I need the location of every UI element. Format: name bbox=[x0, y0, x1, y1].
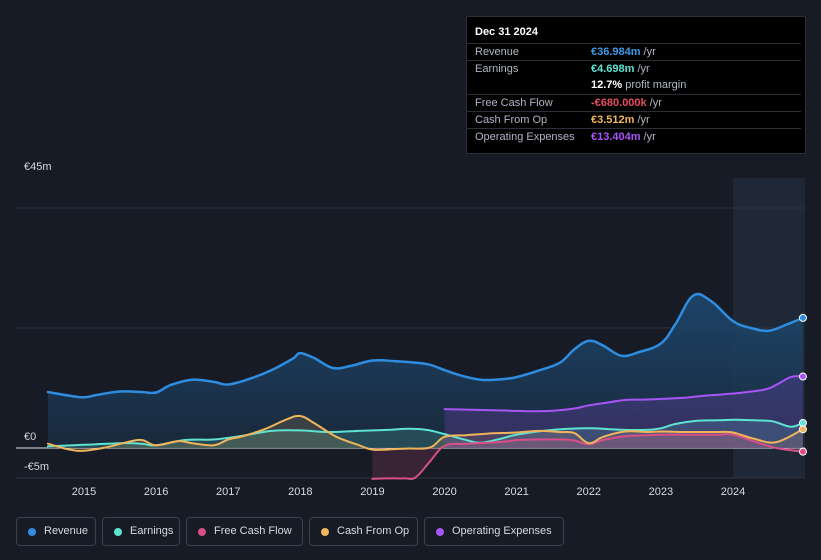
tooltip-value-unit: profit margin bbox=[625, 79, 687, 91]
x-axis-tick-label: 2015 bbox=[72, 486, 96, 498]
legend-label: Earnings bbox=[130, 525, 174, 537]
legend-earnings[interactable]: Earnings bbox=[102, 517, 180, 546]
legend-operating-expenses[interactable]: Operating Expenses bbox=[424, 517, 564, 546]
x-axis-tick-label: 2020 bbox=[432, 486, 456, 498]
cash-from-op-area bbox=[47, 415, 803, 451]
operating-expenses-endpoint bbox=[798, 372, 807, 381]
tooltip-value-text: €3.512m bbox=[591, 114, 635, 126]
legend-dot-icon bbox=[321, 528, 329, 536]
y-axis-label: €0 bbox=[24, 431, 36, 443]
free-cash-flow-endpoint bbox=[798, 447, 807, 456]
tooltip-row-label: Cash From Op bbox=[475, 114, 548, 126]
legend-label: Revenue bbox=[44, 525, 89, 537]
tooltip-row-value: -€680.000k/yr bbox=[591, 97, 662, 109]
x-axis-tick-label: 2016 bbox=[144, 486, 168, 498]
operating-expenses-line bbox=[443, 375, 804, 413]
tooltip-row-value: €36.984m/yr bbox=[591, 46, 656, 58]
tooltip: Dec 31 2024 Revenue €36.984m/yr Earnings €4… bbox=[466, 16, 806, 154]
legend-dot-icon bbox=[28, 528, 36, 536]
y-axis-label: -€5m bbox=[24, 461, 49, 473]
tooltip-value-unit: /yr bbox=[637, 114, 650, 126]
legend-label: Free Cash Flow bbox=[214, 525, 292, 537]
tooltip-row: 12.7% profit margin bbox=[467, 77, 801, 94]
legend-cash-from-op[interactable]: Cash From Op bbox=[309, 517, 418, 546]
x-axis-tick-label: 2023 bbox=[649, 486, 673, 498]
tooltip-value-text: 12.7% bbox=[591, 79, 623, 91]
tooltip-row-label: Revenue bbox=[475, 46, 520, 58]
earnings-line bbox=[46, 418, 804, 448]
tooltip-row-value: €4.698m/yr bbox=[591, 63, 650, 75]
free-cash-flow-line bbox=[371, 433, 804, 480]
tooltip-row-value: €13.404m/yr bbox=[591, 131, 656, 143]
tooltip-row: Earnings €4.698m/yr bbox=[467, 60, 801, 77]
tooltip-value-text: -€680.000k bbox=[591, 97, 647, 109]
tooltip-row-value: €3.512m/yr bbox=[591, 114, 650, 126]
legend-free-cash-flow[interactable]: Free Cash Flow bbox=[186, 517, 303, 546]
free-cash-flow-area bbox=[372, 434, 803, 479]
tooltip-value-unit: /yr bbox=[637, 63, 650, 75]
cash-from-op-line bbox=[46, 414, 804, 452]
y-axis-label: €45m bbox=[24, 161, 52, 173]
x-axis-tick-label: 2017 bbox=[216, 486, 240, 498]
revenue-line bbox=[46, 292, 805, 399]
legend-dot-icon bbox=[436, 528, 444, 536]
revenue-area bbox=[47, 293, 803, 448]
legend-dot-icon bbox=[198, 528, 206, 536]
cash-from-op-endpoint bbox=[798, 425, 807, 434]
x-axis-tick-label: 2019 bbox=[360, 486, 384, 498]
tooltip-row: Operating Expenses €13.404m/yr bbox=[467, 128, 801, 145]
tooltip-row: Cash From Op €3.512m/yr bbox=[467, 111, 801, 128]
legend-revenue[interactable]: Revenue bbox=[16, 517, 96, 546]
tooltip-row: Revenue €36.984m/yr bbox=[467, 43, 801, 60]
x-axis-tick-label: 2022 bbox=[577, 486, 601, 498]
tooltip-value-unit: /yr bbox=[643, 131, 656, 143]
tooltip-row: Free Cash Flow -€680.000k/yr bbox=[467, 94, 801, 111]
x-axis-tick-label: 2021 bbox=[504, 486, 528, 498]
earnings-area bbox=[47, 419, 803, 448]
tooltip-row-label: Operating Expenses bbox=[475, 131, 575, 143]
tooltip-value-text: €36.984m bbox=[591, 46, 641, 58]
tooltip-value-unit: /yr bbox=[643, 46, 656, 58]
tooltip-row-label: Free Cash Flow bbox=[475, 97, 553, 109]
operating-expenses-area bbox=[444, 376, 803, 448]
tooltip-row-label: Earnings bbox=[475, 63, 519, 75]
tooltip-value-unit: /yr bbox=[649, 97, 662, 109]
legend-dot-icon bbox=[114, 528, 122, 536]
tooltip-value-text: €13.404m bbox=[591, 131, 641, 143]
tooltip-value-text: €4.698m bbox=[591, 63, 635, 75]
legend-label: Cash From Op bbox=[337, 525, 410, 537]
x-axis-tick-label: 2024 bbox=[721, 486, 745, 498]
revenue-endpoint bbox=[798, 313, 807, 322]
tooltip-date: Dec 31 2024 bbox=[475, 26, 538, 38]
x-axis-tick-label: 2018 bbox=[288, 486, 312, 498]
tooltip-row-value: 12.7% profit margin bbox=[591, 79, 686, 91]
legend-label: Operating Expenses bbox=[452, 525, 552, 537]
